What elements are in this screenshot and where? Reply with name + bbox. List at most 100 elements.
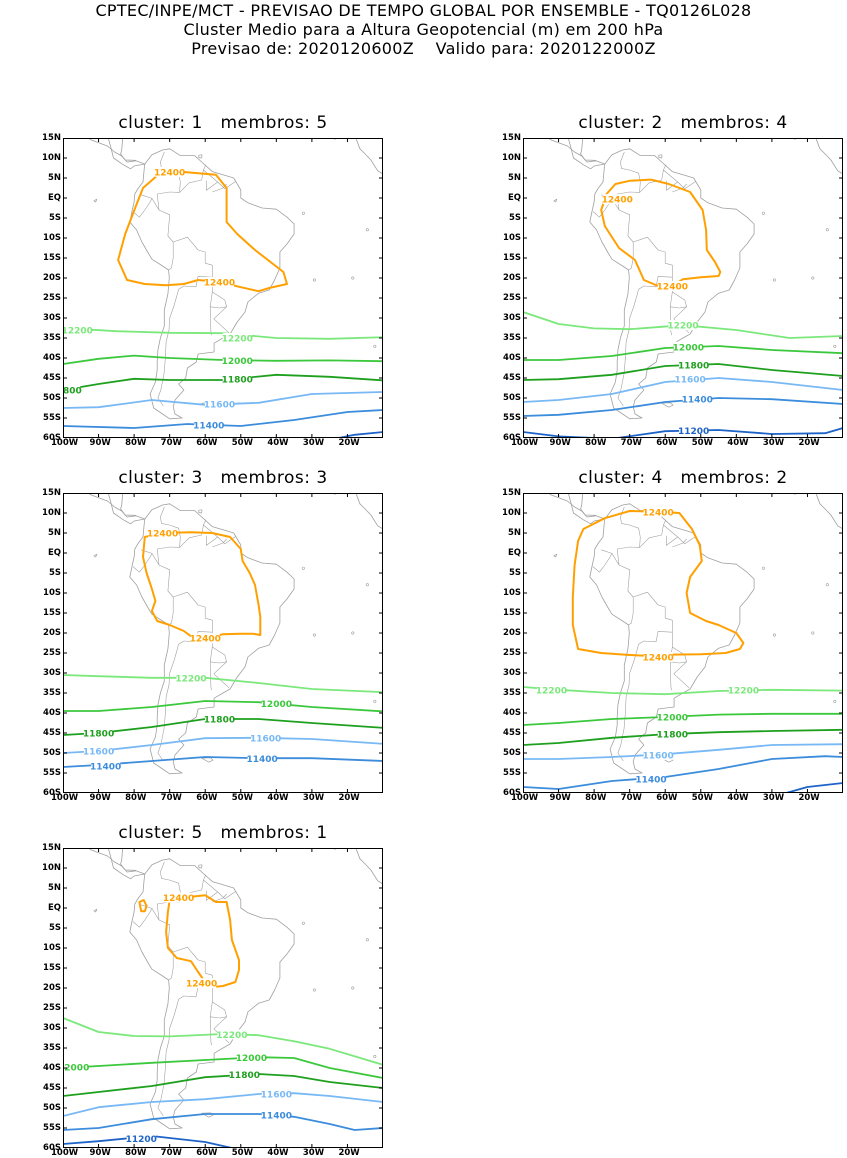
contour-11200 bbox=[334, 431, 383, 438]
lon-label: 100W bbox=[51, 438, 79, 448]
small-island bbox=[761, 566, 765, 570]
lon-label: 90W bbox=[89, 1148, 111, 1158]
header-line-1: CPTEC/INPE/MCT - PREVISAO DE TEMPO GLOBA… bbox=[95, 1, 752, 20]
contour-label-11200: 11200 bbox=[678, 427, 709, 437]
country-border bbox=[132, 194, 153, 218]
lon-label: 50W bbox=[231, 438, 253, 448]
contour-label-bg bbox=[657, 281, 687, 291]
contour-label-12000: 12000 bbox=[657, 714, 688, 724]
contour-label-bg bbox=[675, 374, 705, 385]
lat-label: 10N bbox=[42, 153, 61, 163]
contour-12000 bbox=[63, 354, 383, 365]
lon-label: 50W bbox=[691, 438, 713, 448]
coastline-south-america bbox=[589, 503, 755, 775]
lat-label: 35S bbox=[503, 688, 521, 698]
small-island bbox=[833, 344, 837, 348]
country-border bbox=[173, 236, 213, 278]
lon-label: 100W bbox=[51, 1148, 79, 1158]
country-border bbox=[157, 1005, 178, 1117]
contour-label-11600: 11600 bbox=[674, 376, 705, 386]
lat-label: EQ bbox=[47, 193, 61, 203]
panel-title-1: cluster: 1 membros: 5 bbox=[118, 113, 328, 133]
contour-label-bg bbox=[536, 684, 566, 695]
lat-label: 60S bbox=[503, 433, 521, 443]
lat-label: 15S bbox=[43, 963, 61, 973]
lat-label: 30S bbox=[43, 668, 61, 678]
country-border bbox=[209, 987, 227, 1019]
lon-label: 90W bbox=[549, 438, 571, 448]
contour-label-bg bbox=[261, 1110, 291, 1121]
lat-label: 30S bbox=[503, 668, 521, 678]
lon-label: 80W bbox=[125, 793, 147, 803]
lon-label: 100W bbox=[511, 793, 539, 803]
lat-label: 5S bbox=[48, 568, 61, 578]
contour-label-11600: 11600 bbox=[83, 748, 114, 758]
lat-label: 25S bbox=[503, 293, 521, 303]
lat-label: 60S bbox=[43, 788, 61, 798]
contour-label-bg bbox=[91, 760, 121, 771]
island-coastline bbox=[198, 154, 203, 159]
contour-11400 bbox=[63, 409, 383, 429]
lat-label: 5S bbox=[48, 213, 61, 223]
country-border bbox=[592, 549, 613, 573]
contour-11800 bbox=[523, 363, 843, 381]
lat-label: 20S bbox=[503, 628, 521, 638]
contour-label-12400: 12400 bbox=[642, 508, 673, 518]
lat-label: 50S bbox=[43, 393, 61, 403]
lat-label: 25S bbox=[43, 1003, 61, 1013]
lon-label: 50W bbox=[231, 793, 253, 803]
lon-label: 70W bbox=[620, 793, 642, 803]
lon-label: 50W bbox=[691, 793, 713, 803]
map-frame bbox=[63, 848, 383, 1148]
lat-label: 15N bbox=[42, 843, 61, 853]
country-border bbox=[616, 151, 641, 211]
country-border bbox=[132, 904, 153, 928]
contour-11400 bbox=[523, 397, 843, 417]
contour-label-12200: 12200 bbox=[216, 1031, 247, 1041]
country-border bbox=[669, 661, 672, 691]
country-border bbox=[669, 306, 672, 336]
lon-label: 20W bbox=[338, 1148, 360, 1158]
lat-label: 40S bbox=[43, 353, 61, 363]
lat-label: 20S bbox=[503, 273, 521, 283]
contour-label-bg bbox=[657, 712, 687, 722]
contour-label-11800: 11800 bbox=[222, 376, 253, 386]
contour-label-11800: 11800 bbox=[204, 716, 235, 726]
small-island bbox=[772, 633, 776, 637]
panel-title-4: cluster: 4 membros: 2 bbox=[578, 468, 788, 488]
lat-label: 10S bbox=[503, 233, 521, 243]
lat-label: 55S bbox=[43, 1123, 61, 1133]
contour-12000 bbox=[63, 700, 383, 713]
coastline-africa bbox=[815, 494, 843, 530]
lon-label: 20W bbox=[338, 793, 360, 803]
coastline-central-america bbox=[107, 848, 145, 880]
contour-label-bg bbox=[190, 633, 220, 644]
contour-label-bg bbox=[643, 652, 673, 662]
lat-label: EQ bbox=[507, 548, 521, 558]
contour-11600 bbox=[63, 1092, 383, 1117]
lat-label: 10N bbox=[502, 508, 521, 518]
contour-12200 bbox=[523, 686, 843, 696]
country-border bbox=[156, 861, 181, 921]
small-island bbox=[333, 848, 337, 850]
contour-label-11800: 800 bbox=[63, 387, 82, 397]
lat-label: 15S bbox=[43, 253, 61, 263]
contour-label-11400: 11400 bbox=[90, 762, 121, 772]
small-island bbox=[373, 1054, 377, 1058]
contour-11800 bbox=[63, 373, 383, 391]
contour-label-12000: 12000 bbox=[236, 1054, 267, 1064]
small-island bbox=[365, 583, 369, 587]
small-island bbox=[312, 278, 316, 282]
country-border bbox=[168, 952, 174, 981]
lon-label: 30W bbox=[302, 1148, 325, 1158]
map-panel-1: 12400 12400 12200 12200 12000 800 11800 11600 11… bbox=[63, 138, 383, 438]
small-island bbox=[772, 278, 776, 282]
country-border bbox=[663, 524, 678, 546]
country-border bbox=[628, 242, 634, 271]
contour-label-12200: 12200 bbox=[175, 675, 206, 685]
lat-label: 40S bbox=[503, 353, 521, 363]
contour-label-bg bbox=[217, 1029, 247, 1040]
country-border bbox=[633, 236, 673, 278]
lon-label: 20W bbox=[338, 438, 360, 448]
contour-label-bg bbox=[251, 732, 281, 743]
